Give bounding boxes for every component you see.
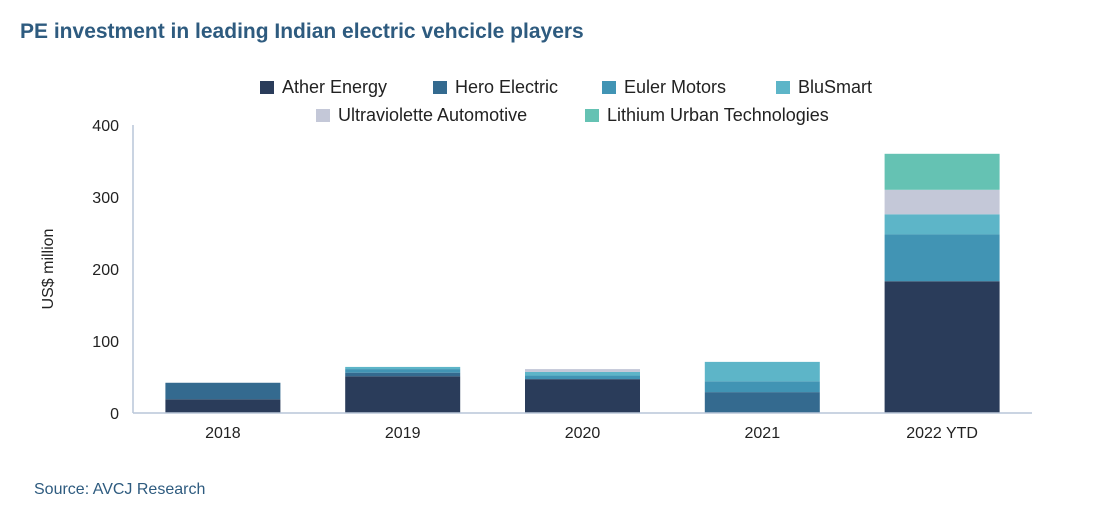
bar-segment-euler-motors xyxy=(884,234,1000,282)
y-axis-title: US$ million xyxy=(40,229,57,310)
y-tick-label: 200 xyxy=(92,262,119,279)
legend-label: BluSmart xyxy=(798,77,872,97)
bar-segment-blusmart xyxy=(345,366,461,370)
legend-swatch xyxy=(602,81,616,94)
x-axis: 2018 2019 2020 2021 2022 YTD xyxy=(133,412,1032,442)
bar-segment-blusmart xyxy=(525,371,640,376)
bars xyxy=(165,153,1000,413)
x-tick-label: 2019 xyxy=(385,425,421,442)
legend-swatch xyxy=(585,109,599,122)
y-tick-label: 100 xyxy=(92,334,119,351)
source-note: Source: AVCJ Research xyxy=(34,481,206,498)
legend-label: Ather Energy xyxy=(282,77,387,97)
bar-segment-ather-energy xyxy=(165,399,281,413)
legend-swatch xyxy=(776,81,790,94)
bar-segment-euler-motors xyxy=(525,375,640,380)
bar-segment-ultraviolette-automotive xyxy=(884,189,1000,215)
y-tick-label: 300 xyxy=(92,190,119,207)
x-tick-label: 2020 xyxy=(565,425,601,442)
legend: Ather Energy Hero Electric Euler Motors Blu… xyxy=(260,77,872,125)
bar-segment-blusmart xyxy=(884,214,1000,235)
legend-label: Hero Electric xyxy=(455,77,558,97)
legend-label: Euler Motors xyxy=(624,77,726,97)
y-tick-label: 400 xyxy=(92,118,119,135)
bar-segment-hero-electric xyxy=(704,392,820,413)
bar-segment-lithium-urban-technologies xyxy=(884,153,1000,190)
bar-segment-ultraviolette-automotive xyxy=(525,369,640,372)
legend-label: Ultraviolette Automotive xyxy=(338,105,527,125)
bar-segment-euler-motors xyxy=(704,381,820,393)
x-tick-label: 2022 YTD xyxy=(906,425,978,442)
y-axis: 0 100 200 300 400 US$ million xyxy=(40,118,134,423)
x-tick-label: 2018 xyxy=(205,425,241,442)
legend-swatch xyxy=(260,81,274,94)
legend-swatch xyxy=(316,109,330,122)
x-tick-label: 2021 xyxy=(745,425,781,442)
y-tick-label: 0 xyxy=(110,406,119,423)
legend-label: Lithium Urban Technologies xyxy=(607,105,829,125)
bar-segment-hero-electric xyxy=(345,372,461,377)
bar-segment-blusmart xyxy=(704,361,820,382)
bar-segment-euler-motors xyxy=(345,369,461,373)
bar-segment-ather-energy xyxy=(345,376,461,413)
chart-title: PE investment in leading Indian electric… xyxy=(20,20,584,43)
legend-swatch xyxy=(433,81,447,94)
bar-segment-ather-energy xyxy=(884,281,1000,413)
bar-segment-hero-electric xyxy=(165,382,281,400)
bar-segment-ather-energy xyxy=(525,379,640,413)
